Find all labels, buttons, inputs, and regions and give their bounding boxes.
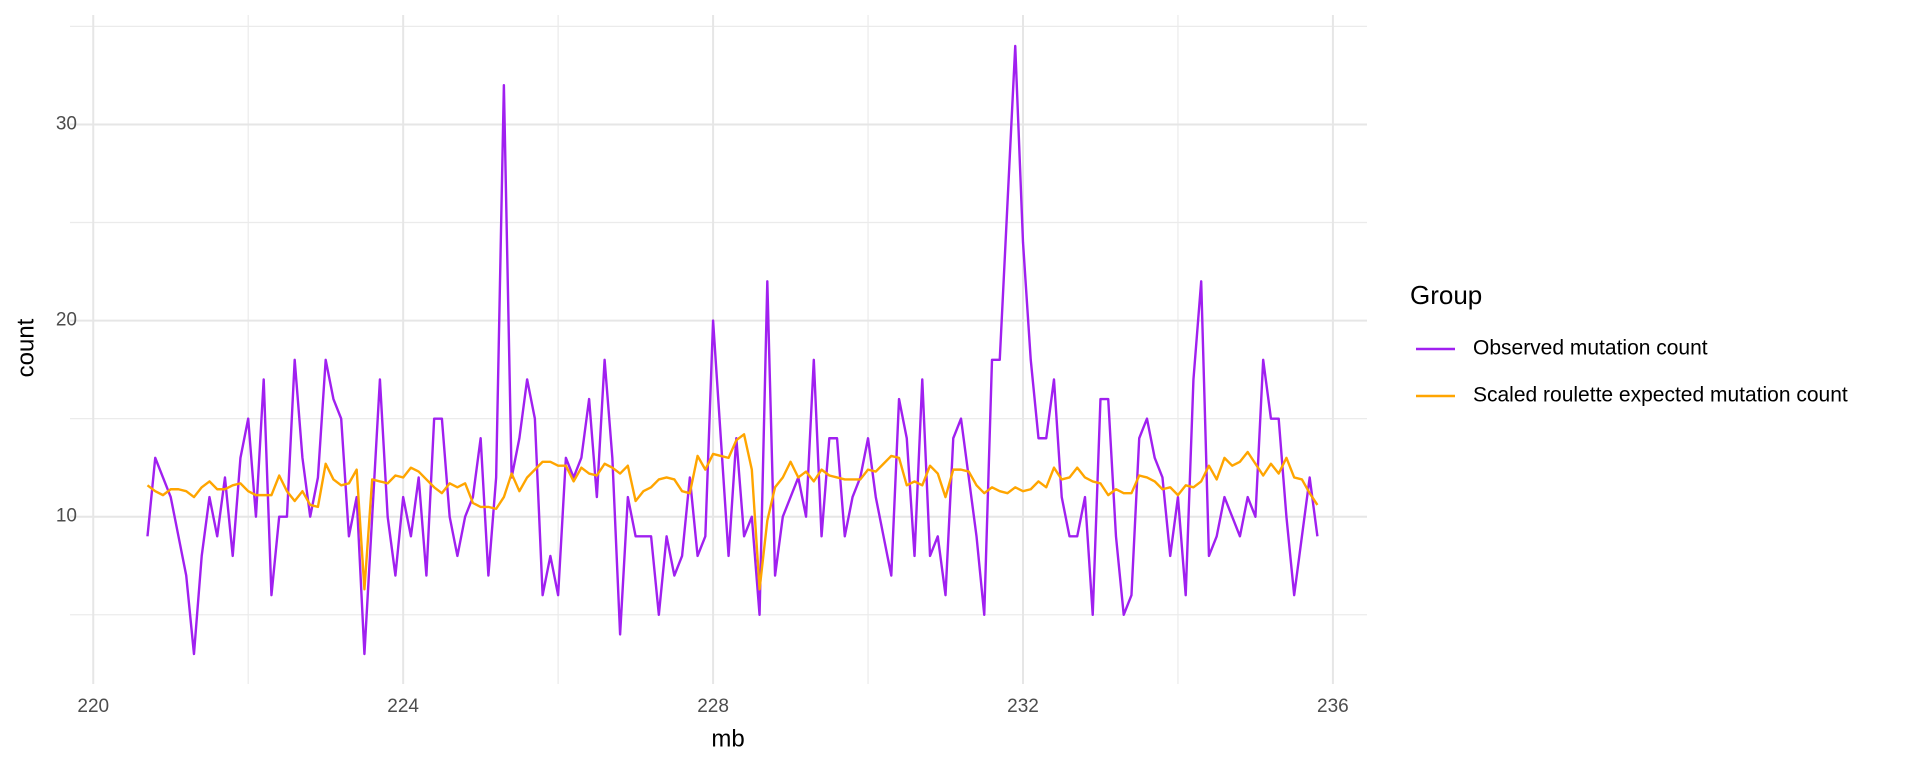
grid [70,15,1367,684]
data-line [146,44,1319,656]
x-tick-label: 236 [1317,696,1349,717]
x-tick-label: 224 [387,696,419,717]
x-axis-title: mb [711,725,744,752]
y-tick-label: 10 [56,506,77,527]
x-tick-label: 228 [697,696,729,717]
x-tick-label: 220 [77,696,109,717]
legend-text: Scaled roulette expected mutation count [1473,384,1848,407]
y-axis-title: count [12,318,39,377]
legend-text: Observed mutation count [1473,337,1708,360]
x-tick-label: 232 [1007,696,1039,717]
y-tick-label: 20 [56,310,77,331]
y-tick-label: 30 [56,113,77,134]
legend-title: Group [1410,280,1482,310]
data-line [146,433,1319,591]
